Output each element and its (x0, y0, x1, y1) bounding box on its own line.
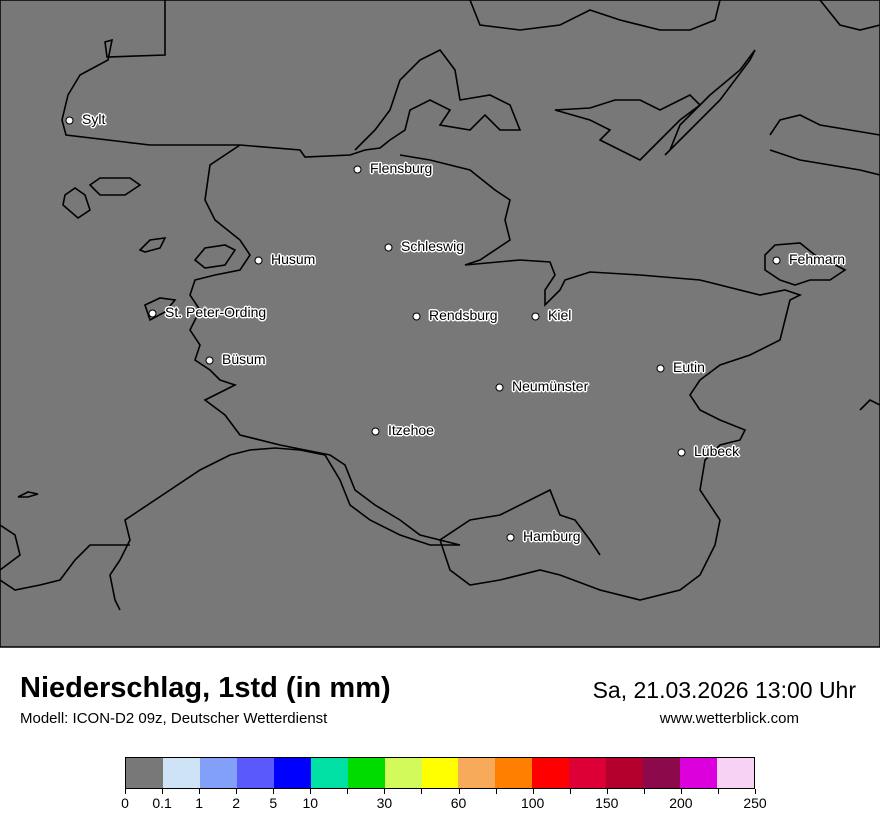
city-label: Rendsburg (429, 307, 498, 323)
legend-swatch (273, 758, 311, 788)
color-legend (125, 757, 755, 789)
city-marker-icon (148, 309, 157, 318)
legend-swatch (680, 758, 717, 788)
model-subtitle: Modell: ICON-D2 09z, Deutscher Wetterdie… (20, 710, 328, 727)
city-label: Eutin (673, 359, 705, 375)
legend-tick-label: 5 (269, 795, 278, 811)
city-label: Kiel (548, 307, 572, 323)
legend-swatch (421, 758, 459, 788)
island-foehr (88, 177, 142, 196)
city-label: Lübeck (694, 443, 740, 459)
city-label: Hamburg (523, 528, 581, 544)
legend-swatch (347, 758, 385, 788)
island-pellworm (193, 244, 237, 269)
island-sand (144, 297, 177, 322)
coast-danish-north (469, 0, 880, 31)
legend-tick (569, 789, 571, 794)
legend-tick (236, 789, 238, 794)
city-label: Schleswig (401, 238, 465, 254)
legend-tick-label: 1 (195, 795, 204, 811)
legend-tick (717, 789, 719, 794)
forecast-datetime: Sa, 21.03.2026 13:00 Uhr (592, 677, 856, 703)
city-label: Neumünster (512, 378, 589, 394)
legend-tick (532, 789, 534, 794)
legend-swatch (458, 758, 496, 788)
legend-tick-label: 2 (232, 795, 241, 811)
city-label: St. Peter-Ording (165, 304, 267, 320)
city-label: Husum (271, 251, 316, 267)
legend-swatch (569, 758, 607, 788)
city-marker-icon (65, 116, 74, 125)
map-title: Niederschlag, 1std (in mm) (20, 672, 391, 704)
city-marker-icon (531, 312, 540, 321)
legend-tick (347, 789, 349, 794)
legend-swatch (384, 758, 422, 788)
island-north (769, 114, 880, 176)
legend-tick (162, 789, 164, 794)
legend-tick (755, 789, 756, 794)
legend-tick (310, 789, 312, 794)
legend-swatch (236, 758, 274, 788)
legend-tick-label: 10 (302, 795, 319, 811)
legend-swatch (495, 758, 533, 788)
legend-tick (643, 789, 645, 794)
city-marker-icon (254, 256, 263, 265)
city-label: Sylt (82, 111, 106, 127)
island-small (17, 491, 39, 498)
legend-tick (199, 789, 201, 794)
city-marker-icon (506, 533, 515, 542)
website-link[interactable]: www.wetterblick.com (659, 710, 799, 727)
legend-tick-label: 100 (520, 795, 545, 811)
city-label: Itzehoe (388, 422, 434, 438)
city-label: Fehmarn (789, 251, 846, 267)
legend-tick-label: 0.1 (152, 795, 172, 811)
legend-swatch (310, 758, 348, 788)
legend-tick (421, 789, 423, 794)
legend-tick-label: 60 (450, 795, 467, 811)
coastline-west (61, 0, 522, 158)
city-marker-icon (384, 243, 393, 252)
legend-tick-label: 150 (595, 795, 619, 811)
legend-tick (606, 789, 608, 794)
legend-swatch (643, 758, 681, 788)
legend-tick-label: 30 (376, 795, 393, 811)
legend-swatch (606, 758, 644, 788)
legend-swatch (199, 758, 237, 788)
legend-swatch (717, 758, 754, 788)
legend-tick-label: 0 (121, 795, 129, 811)
city-marker-icon (353, 165, 362, 174)
city-marker-icon (677, 448, 686, 457)
city-label: Flensburg (370, 160, 433, 176)
island-fehmarn (764, 242, 847, 286)
island-hallig (138, 237, 167, 253)
legend-tick (384, 789, 386, 794)
city-marker-icon (495, 383, 504, 392)
legend-swatch (532, 758, 570, 788)
legend-swatch (162, 758, 200, 788)
island-falster (664, 49, 756, 156)
legend-tick (495, 789, 497, 794)
coastline-east-mainland (399, 154, 803, 601)
city-marker-icon (772, 256, 781, 265)
city-marker-icon (205, 356, 214, 365)
border-lubeck (859, 399, 880, 411)
elbe-south (0, 524, 130, 591)
legend-tick (125, 789, 126, 794)
legend-tick (680, 789, 682, 794)
city-marker-icon (371, 427, 380, 436)
legend-tick-label: 250 (743, 795, 767, 811)
coastline-mainland-west (109, 144, 461, 611)
island-lolland (554, 94, 702, 161)
city-marker-icon (412, 312, 421, 321)
city-label: Büsum (222, 351, 266, 367)
legend-tick (273, 789, 275, 794)
island-amrum (62, 187, 91, 220)
city-marker-icon (656, 364, 665, 373)
legend-tick-label: 200 (669, 795, 693, 811)
legend-swatch (126, 758, 163, 788)
legend-tick (458, 789, 460, 794)
precipitation-map (0, 0, 880, 648)
